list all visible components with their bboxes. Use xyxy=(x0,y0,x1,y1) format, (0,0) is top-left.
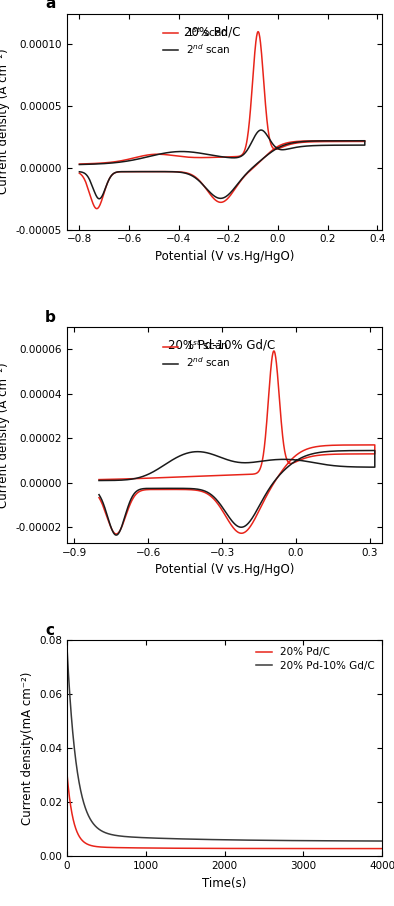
20% Pd/C xyxy=(380,843,385,854)
Text: 20% Pd-10% Gd/C: 20% Pd-10% Gd/C xyxy=(168,339,275,352)
1$^{st}$ scan xyxy=(271,345,276,356)
20% Pd/C xyxy=(182,843,186,853)
Legend: 1$^{st}$ scan, 2$^{nd}$ scan: 1$^{st}$ scan, 2$^{nd}$ scan xyxy=(160,24,233,58)
2$^{nd}$ scan xyxy=(268,482,273,493)
20% Pd/C xyxy=(324,843,329,854)
Y-axis label: Current density (A cm⁻²): Current density (A cm⁻²) xyxy=(0,362,10,507)
2$^{nd}$ scan xyxy=(77,159,82,170)
Legend: 20% Pd/C, 20% Pd-10% Gd/C: 20% Pd/C, 20% Pd-10% Gd/C xyxy=(254,645,377,672)
1$^{st}$ scan xyxy=(254,159,259,170)
2$^{nd}$ scan xyxy=(107,475,112,486)
1$^{st}$ scan xyxy=(77,159,82,169)
20% Pd/C xyxy=(254,843,259,854)
20% Pd/C xyxy=(93,841,97,852)
20% Pd/C xyxy=(65,768,69,779)
2$^{nd}$ scan xyxy=(113,167,118,178)
2$^{nd}$ scan xyxy=(195,447,200,458)
1$^{st}$ scan xyxy=(97,492,101,503)
20% Pd-10% Gd/C xyxy=(82,798,86,809)
Legend: 1$^{st}$ scan, 2$^{nd}$ scan: 1$^{st}$ scan, 2$^{nd}$ scan xyxy=(160,336,233,371)
2$^{nd}$ scan xyxy=(114,530,119,541)
2$^{nd}$ scan xyxy=(97,475,101,486)
1$^{st}$ scan xyxy=(77,168,82,178)
2$^{nd}$ scan xyxy=(336,140,340,150)
1$^{st}$ scan xyxy=(366,439,371,450)
1$^{st}$ scan xyxy=(356,135,361,146)
Line: 20% Pd/C: 20% Pd/C xyxy=(67,774,382,849)
20% Pd-10% Gd/C xyxy=(72,739,76,750)
Y-axis label: Current density (A cm⁻²): Current density (A cm⁻²) xyxy=(0,49,10,195)
20% Pd-10% Gd/C xyxy=(380,835,385,846)
Text: b: b xyxy=(45,310,56,324)
20% Pd-10% Gd/C xyxy=(254,834,259,845)
2$^{nd}$ scan xyxy=(132,488,137,499)
Line: 2$^{nd}$ scan: 2$^{nd}$ scan xyxy=(79,130,365,198)
1$^{st}$ scan xyxy=(268,484,273,495)
20% Pd/C xyxy=(82,836,86,847)
Line: 1$^{st}$ scan: 1$^{st}$ scan xyxy=(79,32,365,208)
1$^{st}$ scan xyxy=(107,474,112,485)
X-axis label: Time(s): Time(s) xyxy=(203,877,247,890)
2$^{nd}$ scan xyxy=(97,193,102,204)
1$^{st}$ scan xyxy=(88,159,93,169)
1$^{st}$ scan xyxy=(95,203,99,214)
20% Pd-10% Gd/C xyxy=(182,834,186,844)
X-axis label: Potential (V vs.Hg/HgO): Potential (V vs.Hg/HgO) xyxy=(155,564,294,576)
2$^{nd}$ scan xyxy=(259,125,264,136)
20% Pd/C xyxy=(72,817,76,828)
2$^{nd}$ scan xyxy=(97,489,101,500)
2$^{nd}$ scan xyxy=(88,159,93,169)
2$^{nd}$ scan xyxy=(356,135,361,146)
Line: 2$^{nd}$ scan: 2$^{nd}$ scan xyxy=(99,450,375,535)
20% Pd-10% Gd/C xyxy=(93,820,97,831)
2$^{nd}$ scan xyxy=(346,461,351,472)
2$^{nd}$ scan xyxy=(372,445,377,456)
Text: c: c xyxy=(45,623,54,638)
1$^{st}$ scan xyxy=(256,26,260,37)
Line: 1$^{st}$ scan: 1$^{st}$ scan xyxy=(99,351,375,534)
1$^{st}$ scan xyxy=(336,136,340,147)
Line: 20% Pd-10% Gd/C: 20% Pd-10% Gd/C xyxy=(67,647,382,841)
2$^{nd}$ scan xyxy=(77,167,82,178)
Y-axis label: Current density(mA cm⁻²): Current density(mA cm⁻²) xyxy=(20,671,33,824)
2$^{nd}$ scan xyxy=(366,445,371,456)
1$^{st}$ scan xyxy=(195,471,200,482)
1$^{st}$ scan xyxy=(347,448,351,459)
Text: a: a xyxy=(45,0,55,12)
20% Pd-10% Gd/C xyxy=(65,641,69,652)
X-axis label: Potential (V vs.Hg/HgO): Potential (V vs.Hg/HgO) xyxy=(155,250,294,263)
1$^{st}$ scan xyxy=(114,528,119,539)
2$^{nd}$ scan xyxy=(254,159,259,169)
1$^{st}$ scan xyxy=(132,491,137,502)
1$^{st}$ scan xyxy=(113,167,118,178)
1$^{st}$ scan xyxy=(179,151,184,162)
20% Pd-10% Gd/C xyxy=(324,835,329,846)
2$^{nd}$ scan xyxy=(179,146,184,157)
1$^{st}$ scan xyxy=(97,474,101,485)
Text: 20% Pd/C: 20% Pd/C xyxy=(184,25,240,38)
